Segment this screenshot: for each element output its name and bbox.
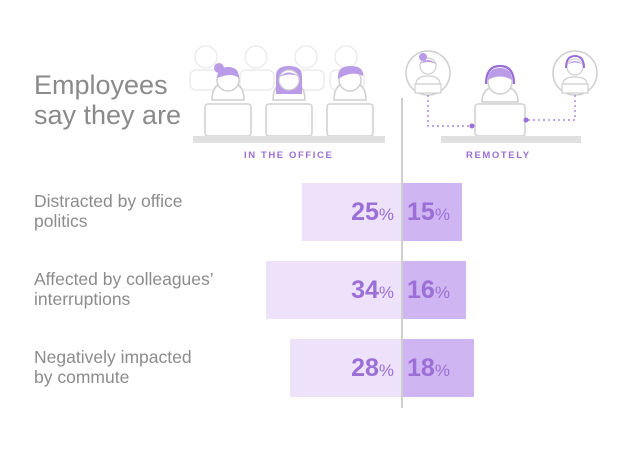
chart-title-line-1: Employees (34, 70, 168, 100)
category-label-line: Affected by colleagues’ (34, 269, 214, 289)
remote-workers-icon (405, 50, 598, 143)
legend-remote-label: REMOTELY (466, 150, 531, 161)
category-label-commute: Negatively impacted by commute (34, 347, 192, 387)
category-label-interruptions: Affected by colleagues’ interruptions (34, 269, 214, 309)
category-label-line: politics (34, 211, 88, 231)
chart-title-line-2: say they are (34, 100, 182, 130)
data-unit: % (434, 283, 450, 302)
data-label-remote-3: 18% (407, 354, 450, 382)
bar-remote-2: 16% (402, 261, 466, 319)
illustration (189, 45, 598, 143)
bar-office-2: 34% (266, 261, 402, 319)
legend-office-label: IN THE OFFICE (244, 150, 334, 161)
data-label-office-1: 25% (351, 198, 394, 226)
office-workers-icon (193, 63, 385, 143)
data-unit: % (434, 361, 450, 380)
data-unit: % (378, 361, 394, 380)
category-label-line: Distracted by office (34, 191, 183, 211)
category-label-distracted: Distracted by office politics (34, 191, 183, 231)
data-unit: % (378, 283, 394, 302)
bar-remote-3: 18% (402, 339, 474, 397)
data-value: 15 (407, 198, 435, 226)
data-unit: % (378, 205, 394, 224)
data-value: 28 (351, 354, 379, 382)
data-value: 25 (351, 198, 379, 226)
data-value: 18 (407, 354, 435, 382)
chart-title: Employees say they are (34, 70, 181, 130)
data-unit: % (434, 205, 450, 224)
category-label-line: interruptions (34, 289, 131, 309)
data-label-remote-1: 15% (407, 198, 450, 226)
bar-remote-1: 15% (402, 183, 462, 241)
category-label-line: Negatively impacted (34, 347, 192, 367)
center-divider (401, 98, 403, 408)
bar-office-3: 28% (290, 339, 402, 397)
category-label-line: by commute (34, 367, 130, 387)
data-label-office-2: 34% (351, 276, 394, 304)
bar-office-1: 25% (302, 183, 402, 241)
data-label-office-3: 28% (351, 354, 394, 382)
data-value: 34 (351, 276, 379, 304)
data-label-remote-2: 16% (407, 276, 450, 304)
data-value: 16 (407, 276, 435, 304)
